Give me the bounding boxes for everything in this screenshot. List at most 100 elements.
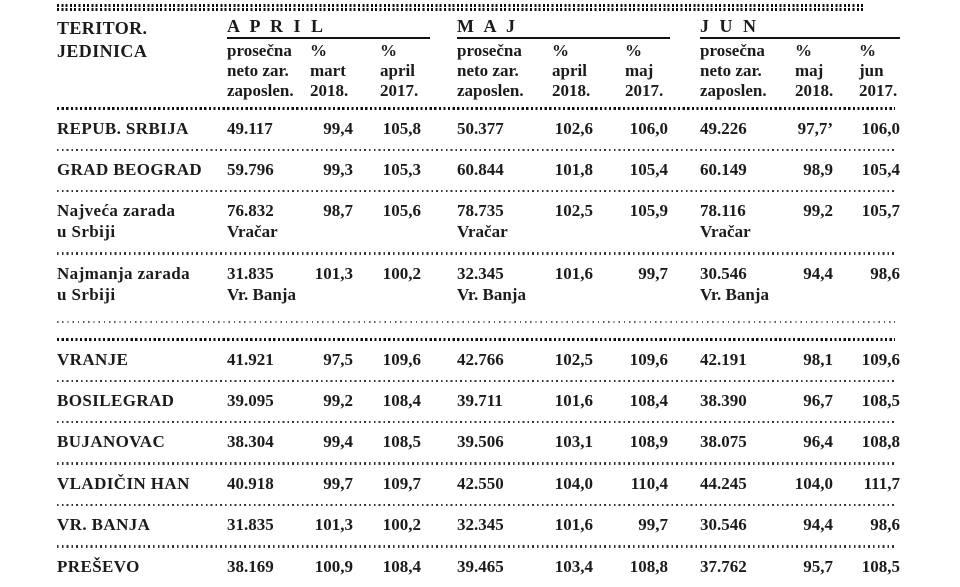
maj-pct-prev-month-cell: 103,4: [540, 556, 595, 577]
april-pct-prev-year-value: 109,6: [382, 349, 421, 369]
april-pct-prev-month-value: 101,3: [314, 515, 353, 535]
territory-name: VR. BANJA: [57, 515, 151, 535]
maj-net-salary-cell: 42.766: [457, 349, 540, 370]
territory-name: Najmanja zarada: [57, 263, 191, 283]
territory-name: BUJANOVAC: [57, 432, 166, 452]
maj-pct-prev-year-cell: 108,4: [595, 390, 670, 411]
jun-net-salary-cell: 38.390: [700, 390, 783, 411]
row-separator-rule: [57, 420, 895, 424]
april-pct-prev-year-value: 105,3: [382, 159, 421, 179]
header-line: 2017.: [625, 80, 664, 100]
maj-net-salary-value: 42.766: [457, 349, 504, 369]
maj-pct-prev-month-cell: 103,1: [540, 431, 595, 452]
april-pct-prev-year-value: 105,8: [382, 118, 421, 138]
april-net-salary-cell: 38.169: [227, 556, 310, 577]
top-border-rule: [57, 3, 865, 11]
jun-net-salary-value: 44.245: [700, 473, 747, 493]
april-net-salary-value: 38.304: [227, 432, 274, 452]
jun-net-salary-value: 78.116: [700, 201, 746, 221]
april-pct-prev-year-value: 105,6: [382, 201, 421, 221]
maj-net-salary-value: 32.345: [457, 515, 504, 535]
maj-pct-prev-year-cell: 109,6: [595, 349, 670, 370]
header-line: %: [795, 40, 812, 60]
jun-pct-prev-year-value: 98,6: [870, 263, 900, 283]
row-separator-rule: [57, 379, 895, 382]
column-header-april-net-salary: prosečna neto zar. zaposlen.: [227, 41, 310, 101]
maj-net-salary-cell: 39.711: [457, 390, 540, 411]
column-header-jun-pct-maj2018: % maj 2018.: [783, 41, 833, 101]
jun-net-salary-value: 30.546: [700, 515, 747, 535]
table-row: VR. BANJA 31.835 101,3 100,2 32.345 101,…: [57, 506, 900, 545]
header-line: zaposlen.: [457, 80, 524, 100]
territory-name-cell: REPUB. SRBIJA: [57, 118, 227, 139]
april-pct-prev-month-value: 99,4: [323, 432, 353, 452]
jun-pct-prev-year-cell: 98,6: [833, 263, 900, 305]
maj-pct-prev-year-cell: 105,9: [595, 200, 670, 242]
maj-net-salary-value: 32.345: [457, 263, 504, 283]
maj-pct-prev-year-value: 106,0: [629, 118, 668, 138]
row-separator-rule: [57, 252, 895, 255]
table-row: Najmanja zarada u Srbiji 31.835 Vr. Banj…: [57, 255, 900, 315]
section-divider-light-rule: [57, 320, 895, 323]
jun-net-salary-cell: 37.762: [700, 556, 783, 577]
jun-pct-prev-month-value: 94,4: [803, 515, 833, 535]
maj-net-salary-value: 42.550: [457, 473, 504, 493]
table-row: BUJANOVAC 38.304 99,4 108,5 39.506 103,1…: [57, 423, 900, 462]
jun-pct-prev-year-cell: 105,7: [833, 200, 900, 242]
jun-pct-prev-month-value: 97,7’: [797, 118, 833, 138]
april-pct-prev-month-cell: 99,3: [310, 159, 360, 180]
maj-pct-prev-year-value: 108,8: [629, 556, 668, 576]
maj-pct-prev-month-value: 102,5: [554, 349, 593, 369]
row-separator-rule: [57, 462, 895, 465]
jun-pct-prev-year-value: 111,7: [863, 473, 900, 493]
jun-net-salary-value: 37.762: [700, 556, 747, 576]
jun-pct-prev-year-cell: 105,4: [833, 159, 900, 180]
maj-pct-prev-month-value: 101,6: [554, 390, 593, 410]
april-net-salary-cell: 31.835 Vr. Banja: [227, 263, 310, 305]
maj-pct-prev-month-cell: 102,5: [540, 349, 595, 370]
maj-municipality-note: Vračar: [457, 222, 508, 242]
column-header-april-pct-april2017: % april 2017.: [360, 41, 430, 101]
header-line: mart: [310, 60, 346, 80]
table-row: BOSILEGRAD 39.095 99,2 108,4 39.711 101,…: [57, 382, 900, 421]
month-header-maj: M A J: [457, 16, 670, 39]
april-pct-prev-year-value: 100,2: [382, 515, 421, 535]
april-pct-prev-year-value: 108,4: [382, 390, 421, 410]
jun-net-salary-cell: 49.226: [700, 118, 783, 139]
jun-pct-prev-year-value: 108,5: [861, 556, 900, 576]
jun-pct-prev-month-cell: 94,4: [783, 514, 833, 535]
april-pct-prev-month-cell: 99,7: [310, 473, 360, 494]
top-border-bar: [57, 4, 865, 7]
april-pct-prev-month-value: 97,5: [323, 349, 353, 369]
april-pct-prev-month-value: 99,4: [323, 118, 353, 138]
maj-net-salary-value: 60.844: [457, 159, 504, 179]
jun-pct-prev-month-value: 99,2: [803, 201, 833, 221]
column-header-jun-pct-jun2017: % jun 2017.: [833, 41, 900, 101]
maj-municipality-note: Vr. Banja: [457, 284, 526, 304]
maj-net-salary-value: 39.506: [457, 432, 504, 452]
territory-name-cell: GRAD BEOGRAD: [57, 159, 227, 180]
jun-pct-prev-month-cell: 96,4: [783, 431, 833, 452]
header-line: %: [625, 40, 642, 60]
month-header-jun: J U N: [700, 16, 900, 39]
territory-column-header-line2: JEDINICA: [57, 40, 148, 61]
april-net-salary-value: 76.832: [227, 201, 274, 221]
territory-column-header-line1: TERITOR.: [57, 17, 148, 38]
maj-net-salary-cell: 39.506: [457, 431, 540, 452]
maj-pct-prev-year-value: 108,4: [629, 390, 668, 410]
jun-pct-prev-year-value: 105,4: [861, 159, 900, 179]
april-municipality-note: Vr. Banja: [227, 284, 296, 304]
april-pct-prev-month-value: 100,9: [314, 556, 353, 576]
jun-pct-prev-year-value: 98,6: [870, 515, 900, 535]
territory-name-cell: Najveća zarada u Srbiji: [57, 200, 227, 242]
april-pct-prev-year-cell: 109,7: [360, 473, 430, 494]
april-net-salary-cell: 76.832 Vračar: [227, 200, 310, 242]
header-line: 2018.: [795, 80, 834, 100]
jun-pct-prev-year-cell: 98,6: [833, 514, 900, 535]
row-separator-rule: [57, 189, 895, 193]
header-line: prosečna: [227, 40, 292, 60]
maj-pct-prev-year-cell: 110,4: [595, 473, 670, 494]
jun-net-salary-cell: 60.149: [700, 159, 783, 180]
maj-net-salary-cell: 39.465: [457, 556, 540, 577]
